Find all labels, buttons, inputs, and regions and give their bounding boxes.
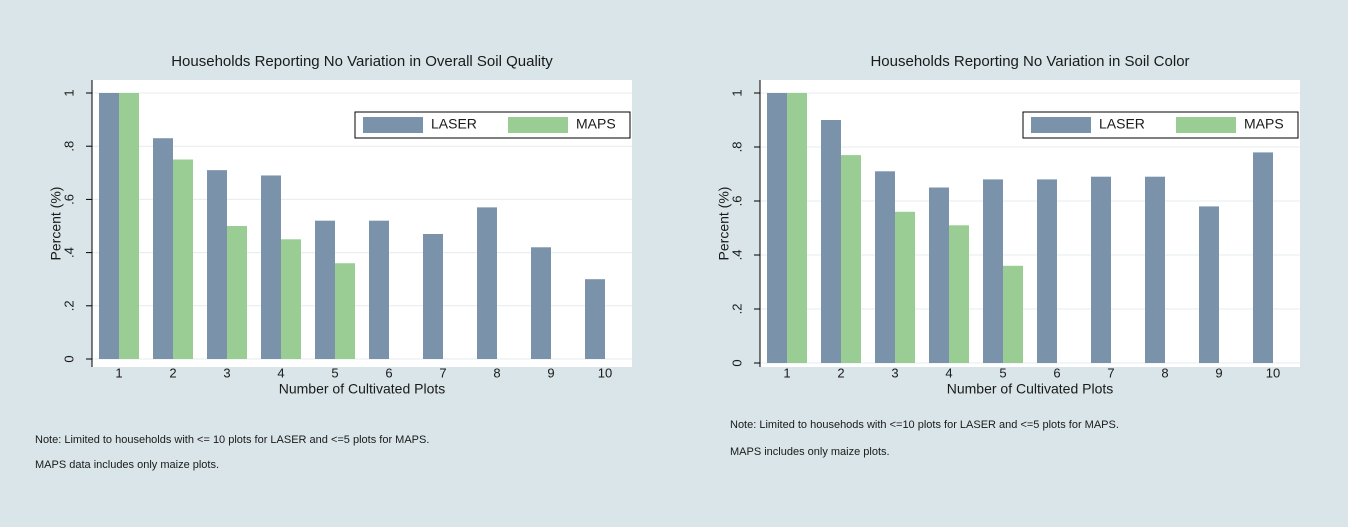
chart-title: Households Reporting No Variation in Ove…	[171, 53, 553, 70]
bar	[767, 93, 787, 363]
y-tick-label: .8	[729, 142, 744, 153]
bar	[1253, 152, 1273, 363]
x-tick-label: 9	[1215, 365, 1222, 380]
y-tick-label: .2	[729, 304, 744, 315]
y-tick-label: .2	[61, 300, 76, 311]
bar	[895, 211, 915, 363]
legend-box	[354, 111, 631, 139]
legend-label: MAPS	[1244, 116, 1284, 132]
legend-label: LASER	[1099, 116, 1145, 132]
bar	[153, 138, 173, 359]
bar	[335, 263, 355, 359]
bar	[929, 187, 949, 363]
bar	[949, 225, 969, 363]
bar	[173, 159, 193, 359]
x-tick-label: 10	[598, 365, 612, 380]
legend-swatch	[1031, 117, 1091, 133]
x-tick-label: 7	[1107, 365, 1114, 380]
bar	[1037, 179, 1057, 363]
legend-label: LASER	[431, 116, 477, 132]
bar	[841, 155, 861, 363]
bar	[477, 207, 497, 359]
bar	[787, 93, 807, 363]
y-tick-label: .6	[61, 194, 76, 205]
x-tick-label: 10	[1266, 365, 1280, 380]
y-axis-label: Percent (%)	[48, 187, 64, 261]
bar	[261, 175, 281, 359]
bar	[315, 220, 335, 359]
x-tick-label: 6	[385, 365, 392, 380]
bar	[1145, 176, 1165, 363]
y-tick-label: .4	[729, 250, 744, 261]
chart-title: Households Reporting No Variation in Soi…	[870, 53, 1189, 70]
bar	[99, 93, 119, 359]
bar	[821, 120, 841, 363]
bar	[227, 226, 247, 359]
x-tick-label: 5	[999, 365, 1006, 380]
y-tick-label: 0	[729, 359, 744, 366]
note: MAPS data includes only maize plots.	[35, 459, 219, 471]
bar	[1003, 265, 1023, 363]
x-tick-label: 9	[547, 365, 554, 380]
bar	[119, 93, 139, 359]
bar	[875, 171, 895, 363]
y-tick-label: .6	[729, 196, 744, 207]
bar	[1091, 176, 1111, 363]
x-tick-label: 2	[837, 365, 844, 380]
note: MAPS includes only maize plots.	[730, 446, 890, 458]
x-tick-label: 1	[783, 365, 790, 380]
x-tick-label: 3	[223, 365, 230, 380]
x-axis-label: Number of Cultivated Plots	[279, 381, 446, 397]
note: Note: Limited to househods with <=10 plo…	[730, 419, 1119, 431]
note: Note: Limited to households with <= 10 p…	[35, 434, 429, 446]
x-tick-label: 3	[891, 365, 898, 380]
y-tick-label: 1	[729, 89, 744, 96]
legend-swatch	[1176, 117, 1236, 133]
x-tick-label: 2	[169, 365, 176, 380]
bar	[423, 233, 443, 359]
bar	[1199, 206, 1219, 363]
bar	[585, 279, 605, 359]
y-axis-label: Percent (%)	[716, 187, 732, 261]
legend-swatch	[508, 117, 568, 133]
legend-swatch	[363, 117, 423, 133]
y-tick-label: .8	[61, 141, 76, 152]
x-tick-label: 7	[439, 365, 446, 380]
x-axis-label: Number of Cultivated Plots	[947, 381, 1114, 397]
bar	[531, 247, 551, 359]
x-tick-label: 6	[1053, 365, 1060, 380]
y-tick-label: 1	[61, 89, 76, 96]
bar	[207, 170, 227, 359]
x-tick-label: 1	[115, 365, 122, 380]
x-tick-label: 4	[277, 365, 284, 380]
bar	[369, 220, 389, 359]
x-tick-label: 8	[1161, 365, 1168, 380]
bar	[983, 179, 1003, 363]
legend-label: MAPS	[576, 116, 616, 132]
x-tick-label: 5	[331, 365, 338, 380]
x-tick-label: 8	[493, 365, 500, 380]
y-tick-label: .4	[61, 247, 76, 258]
bar	[281, 239, 301, 359]
x-tick-label: 4	[945, 365, 952, 380]
y-tick-label: 0	[61, 355, 76, 362]
